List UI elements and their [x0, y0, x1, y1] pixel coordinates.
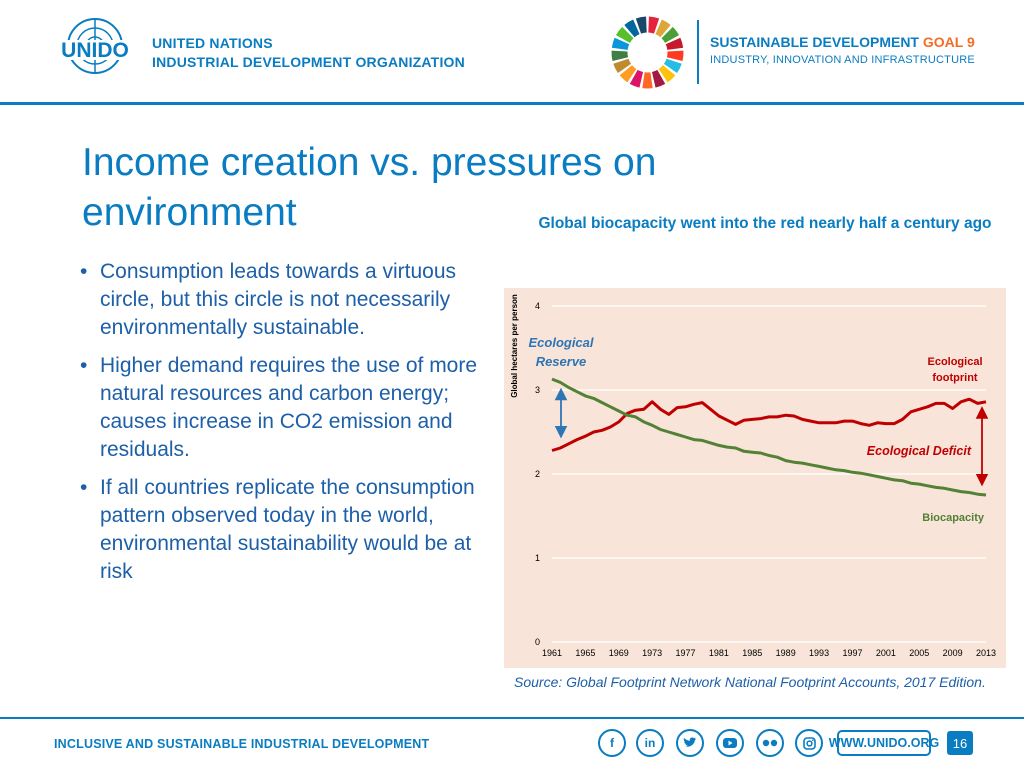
x-tick-label: 2005 [909, 648, 929, 658]
y-tick-label: 1 [535, 553, 540, 563]
logo-text: UNIDO [61, 39, 129, 62]
bullet-marker: • [80, 260, 88, 283]
bullet-marker: • [80, 354, 88, 377]
sdg-wheel-segment [629, 69, 644, 88]
header-divider [697, 20, 699, 84]
facebook-icon[interactable]: f [598, 729, 626, 757]
header: UNIDO UNITED NATIONS INDUSTRIAL DEVELOPM… [0, 0, 1024, 105]
page-number: 16 [947, 731, 973, 755]
sdg-title: SUSTAINABLE DEVELOPMENT GOAL 9 [710, 34, 975, 50]
bullet-list: • Consumption leads towards a virtuous ci… [80, 258, 500, 596]
chart: 0 1 2 3 4 1961 1965 1969 1973 1977 1981 1985 1989 19… [510, 294, 996, 658]
website-link[interactable]: WWW.UNIDO.ORG [829, 730, 939, 756]
x-tick-label: 1973 [642, 648, 662, 658]
x-tick-label: 1985 [742, 648, 762, 658]
twitter-icon[interactable] [676, 729, 704, 757]
x-tick-label: 1993 [809, 648, 829, 658]
chart-source: Source: Global Footprint Network Nationa… [514, 674, 986, 690]
org-name-line2: INDUSTRIAL DEVELOPMENT ORGANIZATION [152, 54, 465, 70]
sdg-wheel-segment [624, 19, 640, 38]
x-tick-label: 2001 [876, 648, 896, 658]
x-tick-label: 1961 [542, 648, 562, 658]
bullet-text: Higher demand requires the use of more n… [100, 354, 478, 461]
y-tick-label: 3 [535, 385, 540, 395]
instagram-icon[interactable] [795, 729, 823, 757]
chart-heading: Global biocapacity went into the red nea… [538, 215, 992, 232]
biocapacity-legend-label: Biocapacity [922, 512, 985, 524]
footer-tagline: INCLUSIVE AND SUSTAINABLE INDUSTRIAL DEV… [54, 737, 430, 751]
page-title: Income creation vs. pressures on environ… [82, 141, 657, 234]
sdg-wheel-segment [651, 69, 666, 88]
sdg-wheel-segment [648, 16, 660, 34]
footer-rule [0, 717, 1024, 719]
bullet-text: If all countries replicate the consumpti… [100, 476, 475, 583]
sdg-wheel-segment [635, 16, 647, 34]
sdg-wheel-segment [658, 65, 676, 83]
flickr-icon[interactable] [756, 729, 784, 757]
bullet-item: • If all countries replicate the consumpt… [80, 474, 500, 586]
sdg-title-main: SUSTAINABLE DEVELOPMENT [710, 34, 923, 50]
x-tick-label: 1989 [776, 648, 796, 658]
linkedin-icon[interactable]: in [636, 729, 664, 757]
y-tick-label: 4 [535, 301, 540, 311]
x-tick-label: 1981 [709, 648, 729, 658]
sdg-goal-label: GOAL 9 [922, 34, 975, 50]
sdg-wheel-icon [611, 16, 684, 89]
sdg-wheel-segment [642, 72, 653, 89]
org-name: UNITED NATIONS INDUSTRIAL DEVELOPMENT OR… [152, 34, 465, 72]
bullet-marker: • [80, 476, 88, 499]
biocapacity-line [551, 377, 987, 497]
unido-logo[interactable]: UNIDO [52, 16, 138, 84]
header-rule [0, 102, 1024, 105]
sdg-wheel-segment [611, 37, 630, 50]
chart-panel [504, 288, 1006, 668]
org-name-line1: UNITED NATIONS [152, 35, 273, 51]
sdg-wheel-segment [663, 58, 682, 74]
bullet-item: • Consumption leads towards a virtuous ci… [80, 258, 500, 342]
sdg-wheel-segment [655, 19, 671, 38]
x-tick-label: 2013 [976, 648, 996, 658]
sdg-wheel-segment [611, 50, 629, 61]
sdg-wheel-segment [665, 37, 684, 50]
footprint-legend-label: Ecological [927, 356, 982, 368]
reserve-label: Reserve [536, 354, 587, 369]
x-tick-label: 1997 [842, 648, 862, 658]
bullet-text: Consumption leads towards a virtuous cir… [100, 260, 457, 339]
bullet-item: • Higher demand requires the use of more … [80, 352, 500, 464]
sdg-wheel-segment [619, 65, 637, 83]
youtube-icon[interactable] [716, 729, 744, 757]
deficit-label: Ecological Deficit [867, 444, 972, 458]
ecological-footprint-line [551, 397, 987, 452]
footprint-legend-label: footprint [932, 372, 978, 384]
y-tick-label: 0 [535, 637, 540, 647]
sdg-wheel-segment [666, 50, 684, 61]
x-tick-label: 2009 [943, 648, 963, 658]
sdg-subtitle: INDUSTRY, INNOVATION AND INFRASTRUCTURE [710, 54, 975, 66]
sdg-wheel-segment [661, 26, 680, 43]
reserve-label: Ecological [528, 335, 593, 350]
y-axis-label: Global hectares per person [510, 294, 519, 398]
x-tick-label: 1977 [676, 648, 696, 658]
x-tick-label: 1965 [575, 648, 595, 658]
x-tick-label: 1969 [609, 648, 629, 658]
sdg-wheel-segment [615, 26, 634, 43]
sdg-wheel-segment [613, 58, 632, 74]
y-tick-label: 2 [535, 469, 540, 479]
